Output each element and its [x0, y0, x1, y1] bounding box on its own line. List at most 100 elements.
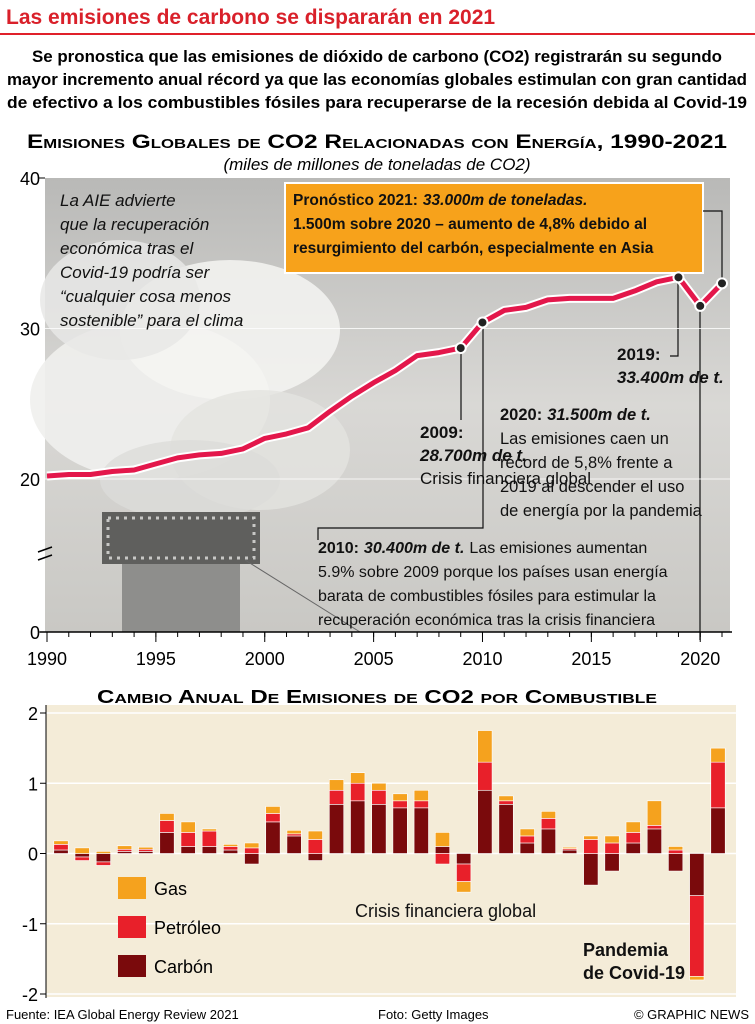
bar-segment	[265, 806, 281, 814]
legend-label: Gas	[154, 879, 187, 899]
bar-segment	[74, 847, 90, 854]
y-tick-label: 0	[30, 623, 40, 643]
y-tick-label: 0	[28, 845, 38, 865]
bar-segment	[95, 861, 111, 866]
bar-segment	[625, 842, 641, 854]
legend-swatch	[118, 955, 146, 977]
bar-segment	[668, 846, 684, 851]
x-tick-label: 1990	[27, 649, 67, 669]
bar-segment	[413, 800, 429, 809]
x-tick-label: 2010	[462, 649, 502, 669]
chart-title: Cambio Anual De Emisiones de CO2 por Com…	[97, 687, 657, 707]
bar-segment	[117, 848, 133, 852]
bar-segment	[434, 853, 450, 865]
annotation: 2009:	[420, 423, 463, 442]
bar-segment	[498, 800, 514, 805]
y-tick-label: 20	[20, 470, 40, 490]
annotation: de energía por la pandemia	[500, 502, 703, 520]
annotation-part: Las emisiones aumentan	[469, 540, 647, 557]
bar-segment	[456, 863, 472, 882]
bar-segment	[583, 839, 599, 854]
annotation: Las emisiones caen un	[500, 430, 669, 448]
legend-swatch	[118, 916, 146, 938]
annotation: Pandemia	[583, 940, 669, 960]
bar-segment	[519, 842, 535, 854]
y-tick-label: -1	[22, 915, 38, 935]
bar-segment	[159, 832, 175, 854]
annotation: Crisis financiera global	[355, 901, 536, 921]
bar-segment	[710, 807, 726, 854]
bar-segment	[117, 845, 133, 850]
page-title: Las emisiones de carbono se dispararán e…	[6, 6, 495, 29]
y-tick-label: 30	[20, 320, 40, 340]
annotation: 33.400m de t.	[617, 368, 724, 387]
bar-segment	[329, 779, 345, 791]
point-marker	[694, 299, 707, 312]
bar-segment	[477, 730, 493, 763]
bar-segment	[371, 804, 387, 854]
bar-segment	[625, 832, 641, 844]
bar-segment	[434, 832, 450, 847]
bar-segment	[201, 846, 217, 854]
annotation-part: 2010:	[318, 540, 359, 557]
bar-segment	[456, 881, 472, 893]
chart-subtitle: (miles de millones de toneladas de CO2)	[223, 155, 530, 174]
bar-segment	[540, 828, 556, 854]
annotation-part: 2019:	[617, 345, 660, 364]
point-marker	[476, 316, 489, 329]
annotation-part: 2009:	[420, 423, 463, 442]
bar-segment	[201, 828, 217, 832]
annotation: “cualquier cosa menos	[60, 287, 232, 306]
bar-segment	[689, 895, 705, 977]
bar-segment	[244, 853, 260, 865]
x-tick-label: 2015	[571, 649, 611, 669]
bar-segment	[223, 846, 239, 851]
annotation: barata de combustibles fósiles para esti…	[318, 588, 656, 605]
legend-label: Carbón	[154, 957, 213, 977]
point-marker	[716, 277, 728, 290]
annotation: 2019:	[617, 345, 660, 364]
bar-segment	[159, 813, 175, 821]
bar-segment	[413, 807, 429, 854]
annotation-part: Pronóstico 2021:	[293, 192, 418, 209]
annotation-part: 33.000m de toneladas.	[423, 192, 588, 209]
bar-segment	[604, 835, 620, 844]
forecast-box	[284, 182, 704, 274]
bar-segment	[180, 832, 196, 847]
bar-segment	[519, 828, 535, 837]
bar-segment	[477, 761, 493, 791]
bar-segment	[74, 853, 90, 858]
photo-credit: Foto: Getty Images	[378, 1007, 489, 1022]
chart-title: Emisiones Globales de CO2 Relacionadas c…	[27, 132, 728, 153]
bar-segment	[477, 789, 493, 854]
line	[46, 274, 724, 479]
bar-segment	[201, 830, 217, 847]
subtitle-line: mayor incremento anual récord ya que las…	[7, 71, 747, 89]
bar-segment	[53, 849, 69, 854]
bar-segment	[138, 846, 154, 850]
credit: © GRAPHIC NEWS	[634, 1007, 749, 1022]
subtitle-line: de efectivo a los combustibles fósiles p…	[7, 94, 747, 112]
bar-segment	[583, 835, 599, 840]
x-tick-label: 2005	[354, 649, 394, 669]
bar-segment	[710, 747, 726, 763]
bar-segment	[646, 825, 662, 830]
source: Fuente: IEA Global Energy Review 2021	[6, 1007, 239, 1022]
point-marker	[672, 271, 685, 284]
annotation: recuperación económica tras la crisis fi…	[318, 612, 655, 629]
bar-segment	[456, 853, 472, 865]
annotation: 2010: 30.400m de t. Las emisiones aumentan	[318, 540, 647, 557]
y-tick-label: 2	[28, 704, 38, 724]
bar-segment	[180, 846, 196, 854]
bar-segment	[604, 842, 620, 854]
bar-segment	[668, 849, 684, 854]
annotation: de Covid-19	[583, 963, 685, 983]
bar-segment	[53, 840, 69, 845]
bar-segment	[117, 851, 133, 854]
leader-lines	[317, 210, 723, 640]
bar-segment	[223, 849, 239, 854]
bar-segment	[392, 800, 408, 809]
bar-segment	[265, 821, 281, 854]
bar-segment	[646, 800, 662, 826]
bar-segment	[668, 853, 684, 872]
